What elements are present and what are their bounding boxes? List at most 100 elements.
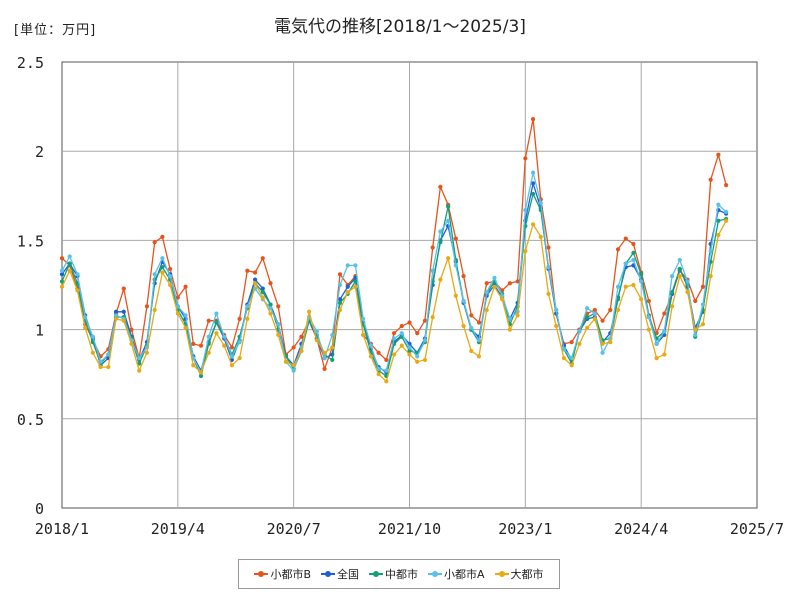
- data-point: [98, 364, 103, 370]
- data-point: [430, 315, 435, 320]
- data-point: [222, 334, 227, 339]
- data-point: [708, 177, 713, 182]
- data-point: [322, 366, 327, 371]
- legend-label: 小都市A: [444, 568, 485, 581]
- data-point: [345, 263, 350, 268]
- y-tick-label: 2.5: [17, 54, 44, 72]
- data-point: [685, 290, 690, 295]
- data-point: [237, 356, 242, 361]
- data-point: [245, 268, 250, 273]
- data-point: [639, 272, 644, 277]
- data-point: [600, 318, 605, 323]
- data-point: [83, 315, 88, 320]
- data-point: [337, 297, 343, 302]
- data-point: [469, 325, 474, 330]
- data-point: [677, 273, 682, 279]
- data-point: [75, 288, 80, 293]
- data-point: [337, 272, 343, 277]
- data-point: [554, 307, 559, 313]
- data-point: [438, 240, 443, 245]
- data-point: [330, 357, 335, 363]
- data-point: [113, 309, 119, 314]
- data-point: [476, 354, 482, 359]
- data-point: [268, 306, 273, 311]
- data-point: [708, 273, 713, 279]
- data-point: [260, 295, 265, 300]
- data-point: [121, 309, 126, 314]
- data-point: [291, 345, 296, 350]
- data-point: [75, 272, 80, 277]
- data-point: [507, 316, 512, 321]
- chart-title: 電気代の推移[2018/1～2025/3]: [274, 17, 526, 37]
- data-point: [646, 327, 651, 332]
- data-point: [446, 256, 451, 261]
- data-point: [623, 261, 628, 266]
- data-point: [407, 348, 412, 354]
- legend-item: 中都市: [369, 566, 418, 582]
- data-point: [608, 307, 613, 313]
- data-point: [523, 249, 528, 254]
- data-point: [438, 277, 443, 282]
- data-point: [59, 268, 65, 273]
- data-point: [252, 281, 258, 286]
- data-point: [237, 339, 242, 345]
- data-point: [353, 263, 358, 268]
- data-point: [245, 304, 250, 309]
- data-point: [361, 316, 366, 321]
- data-point: [646, 298, 651, 304]
- data-point: [322, 356, 327, 361]
- data-point: [724, 218, 729, 223]
- data-point: [677, 266, 682, 272]
- data-point: [67, 268, 72, 273]
- data-point: [330, 345, 335, 350]
- data-point: [669, 273, 675, 279]
- data-point: [453, 263, 458, 268]
- data-point: [530, 191, 536, 197]
- data-point: [260, 290, 265, 295]
- data-point: [662, 329, 667, 334]
- data-point: [260, 286, 265, 291]
- data-point: [639, 297, 644, 302]
- legend-item: 小都市B: [254, 566, 311, 582]
- data-point: [229, 354, 234, 359]
- data-point: [561, 356, 567, 361]
- data-point: [631, 257, 636, 263]
- data-point: [152, 240, 157, 245]
- y-tick-label: 0: [35, 500, 44, 518]
- data-point: [291, 368, 296, 373]
- data-point: [430, 245, 435, 250]
- x-tick-label: 2025/7: [730, 520, 784, 538]
- data-point: [98, 359, 103, 364]
- data-point: [137, 356, 142, 361]
- data-point: [183, 284, 188, 289]
- data-point: [585, 306, 590, 311]
- data-point: [585, 315, 590, 320]
- data-point: [523, 207, 528, 213]
- data-point: [90, 334, 95, 339]
- data-point: [268, 311, 273, 316]
- data-point: [693, 332, 698, 338]
- data-point: [492, 275, 497, 280]
- data-point: [67, 254, 72, 259]
- data-point: [368, 343, 373, 348]
- data-point: [113, 313, 119, 318]
- data-point: [276, 304, 281, 309]
- data-point: [314, 338, 319, 343]
- data-point: [198, 370, 204, 375]
- data-point: [500, 297, 505, 302]
- data-point: [569, 363, 574, 368]
- data-point: [191, 363, 196, 368]
- data-point: [399, 343, 404, 348]
- data-point: [83, 325, 88, 330]
- legend-item: 大都市: [494, 566, 544, 582]
- data-point: [708, 249, 713, 254]
- legend-swatch: [494, 569, 509, 579]
- data-point: [631, 282, 636, 288]
- data-point: [492, 284, 497, 289]
- data-point: [129, 327, 134, 332]
- data-point: [206, 318, 211, 323]
- data-point: [206, 350, 211, 355]
- data-point: [175, 295, 180, 300]
- data-point: [121, 318, 126, 323]
- data-point: [623, 236, 628, 241]
